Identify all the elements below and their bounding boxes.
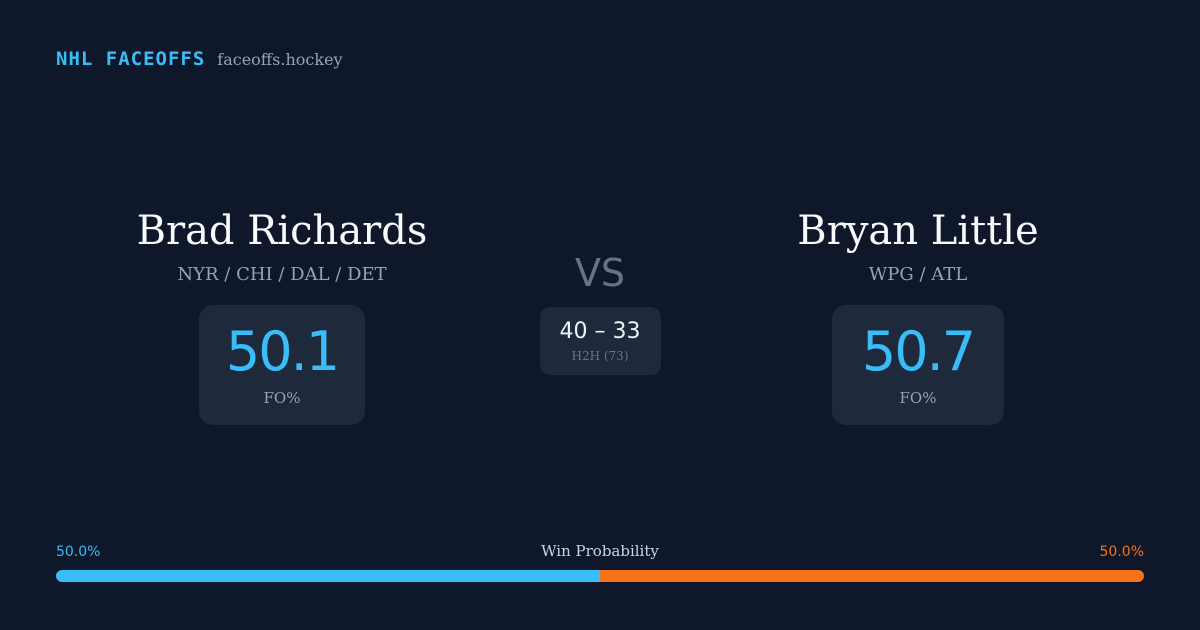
- brand-header: NHL FACEOFFS faceoffs.hockey: [56, 48, 343, 70]
- win-probability-right-value: 50.0%: [1099, 544, 1144, 560]
- player-right-fo-value: 50.7: [861, 320, 976, 383]
- player-left-name: Brad Richards: [136, 208, 428, 254]
- brand-name: NHL FACEOFFS: [56, 48, 206, 70]
- versus-block: VS 40 – 33 H2H (73): [500, 250, 700, 375]
- player-left: Brad Richards NYR / CHI / DAL / DET 50.1…: [52, 205, 512, 425]
- brand-site: faceoffs.hockey: [217, 50, 343, 69]
- player-left-teams: NYR / CHI / DAL / DET: [177, 264, 387, 285]
- win-probability-left-fill: [56, 570, 600, 582]
- player-right-name: Bryan Little: [797, 208, 1039, 254]
- h2h-label: H2H (73): [571, 349, 629, 363]
- player-right: Bryan Little WPG / ATL 50.7 FO%: [688, 205, 1148, 425]
- win-probability-title: Win Probability: [541, 542, 659, 560]
- win-probability-bar: [56, 570, 1144, 582]
- player-left-stat-card: 50.1 FO%: [199, 305, 365, 425]
- win-probability-labels: 50.0% Win Probability 50.0%: [56, 542, 1144, 564]
- player-left-fo-value: 50.1: [225, 320, 340, 383]
- player-right-fo-label: FO%: [899, 389, 937, 407]
- h2h-card: 40 – 33 H2H (73): [539, 307, 661, 375]
- player-right-teams: WPG / ATL: [868, 264, 968, 285]
- player-left-fo-label: FO%: [263, 389, 301, 407]
- h2h-score: 40 – 33: [559, 319, 641, 344]
- win-probability-left-value: 50.0%: [56, 544, 101, 560]
- vs-label: VS: [574, 251, 626, 295]
- player-right-stat-card: 50.7 FO%: [832, 305, 1004, 425]
- win-probability-right-fill: [600, 570, 1144, 582]
